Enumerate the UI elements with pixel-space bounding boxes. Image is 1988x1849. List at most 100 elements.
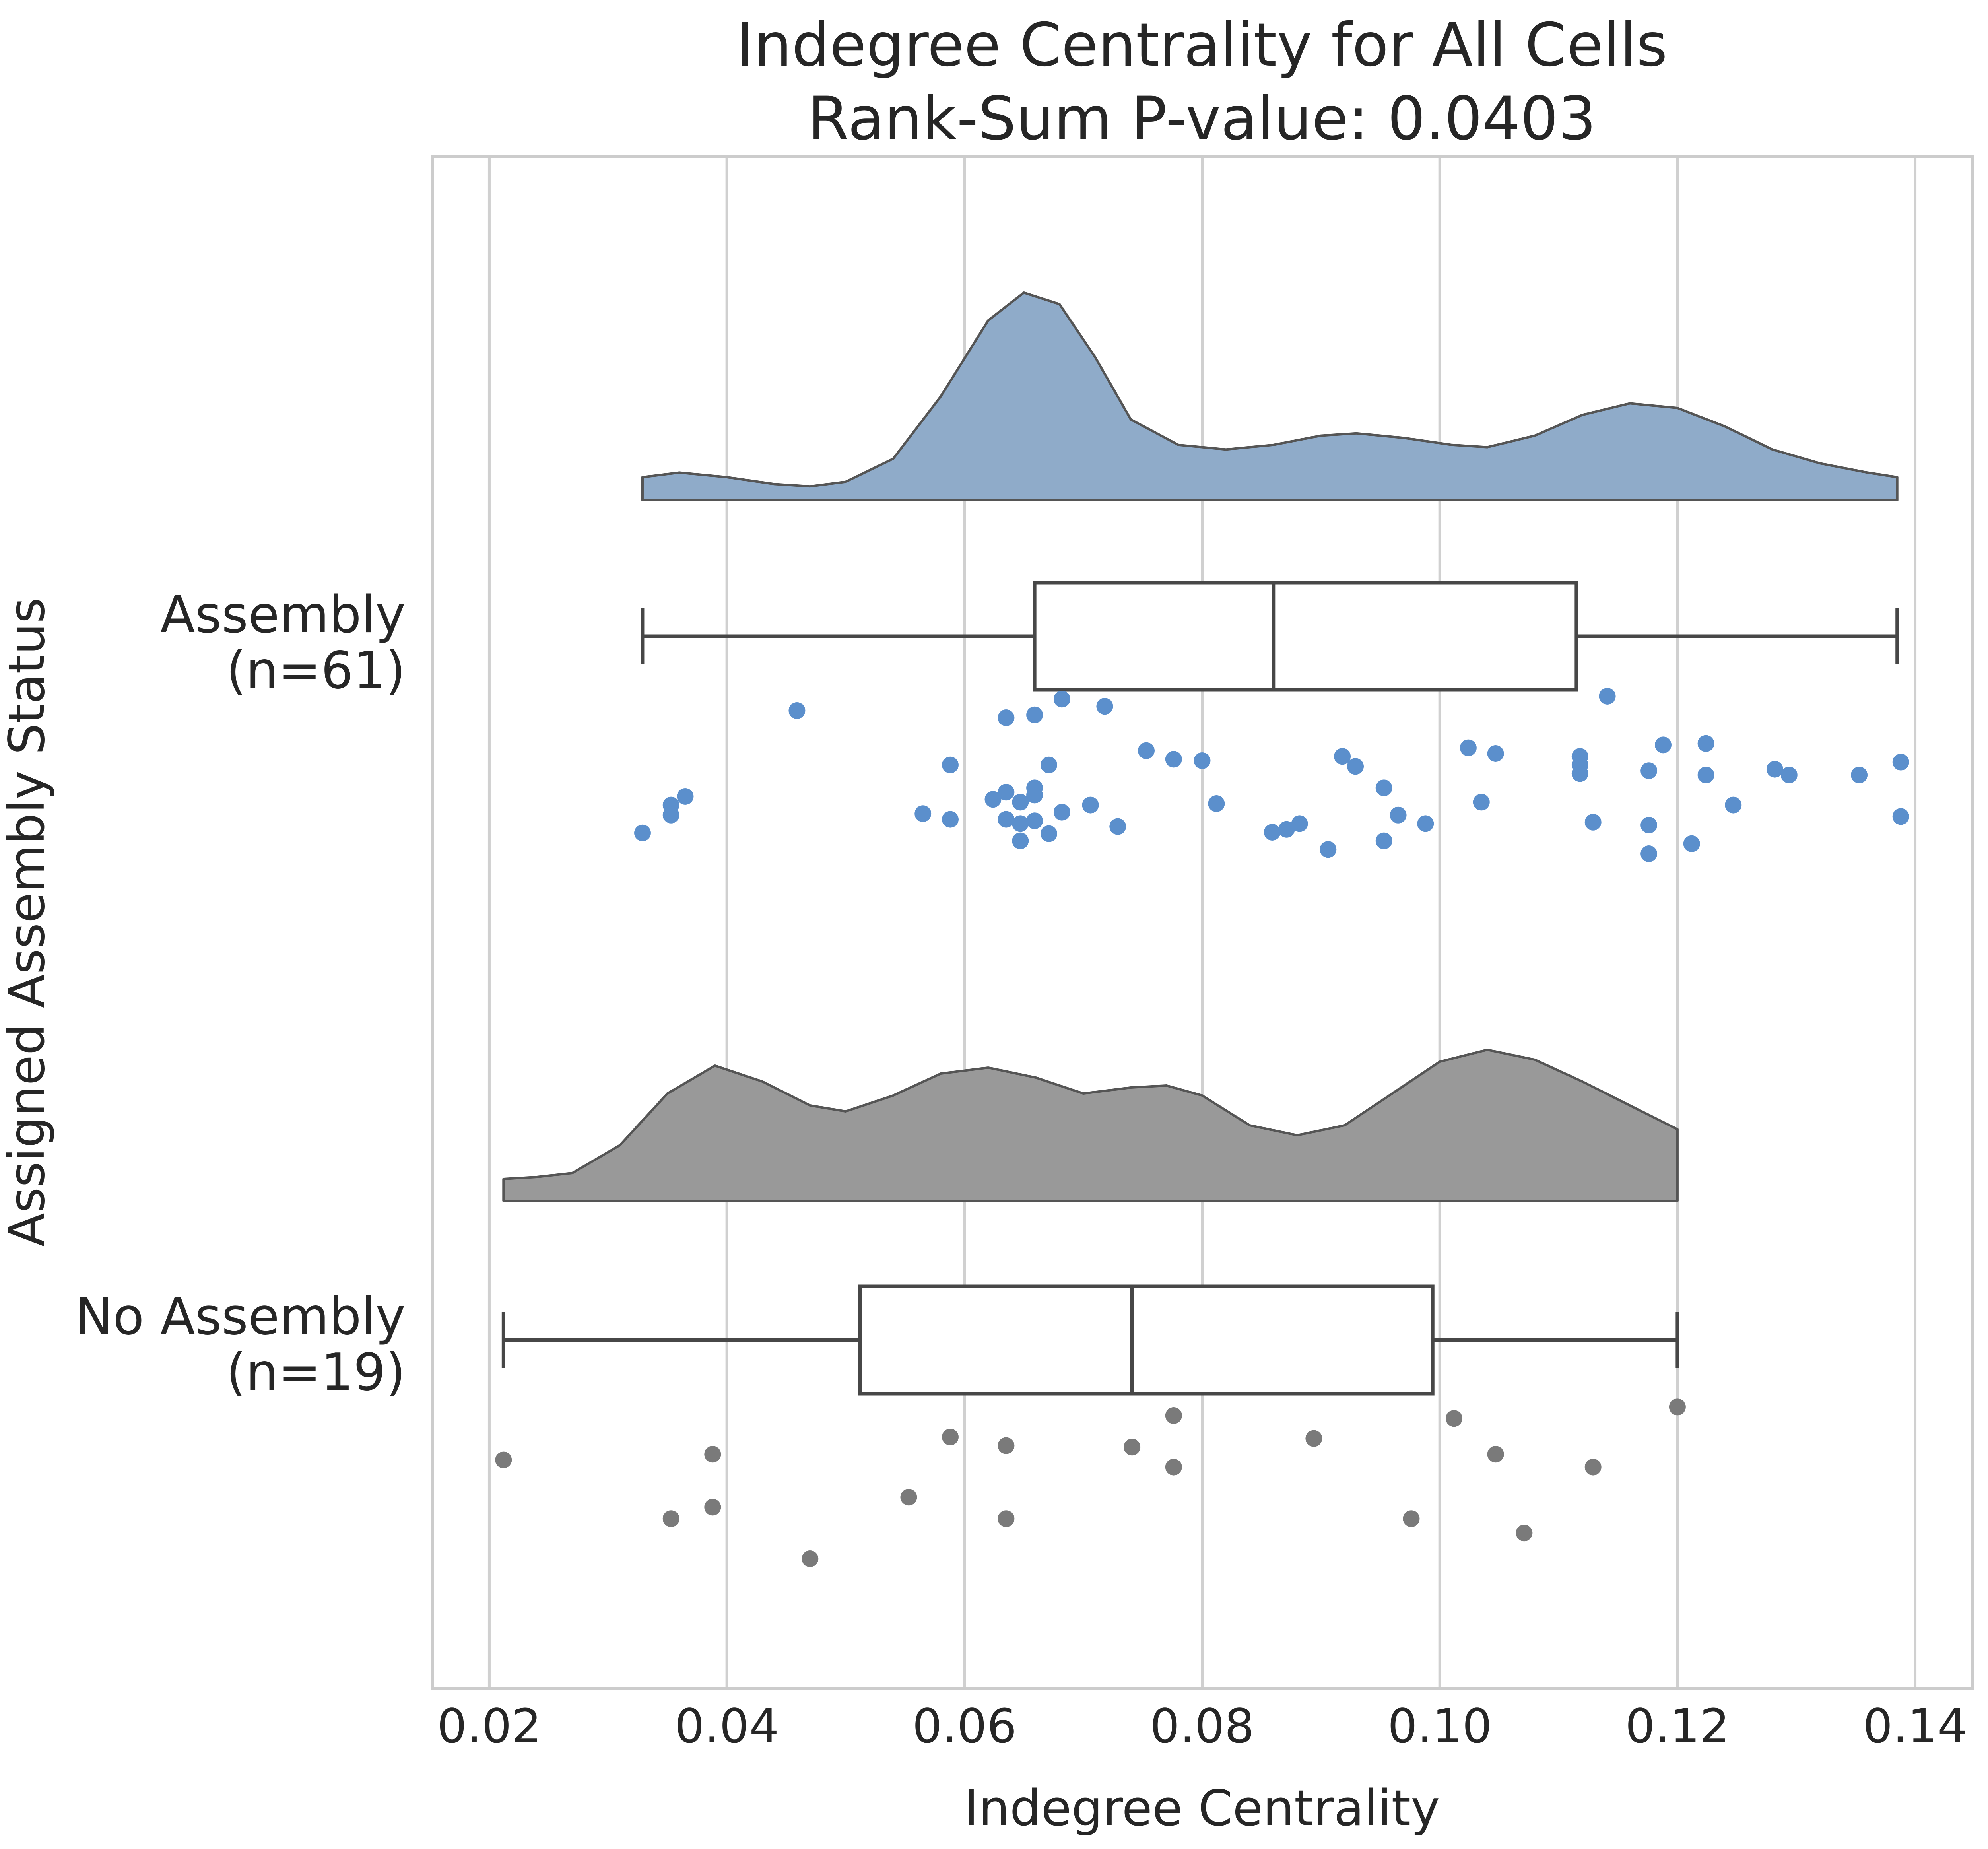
x-tick-label: 0.06 [912,1699,1017,1754]
data-point [998,811,1015,828]
chart-title: Indegree Centrality for All Cells [736,11,1668,80]
data-point [1892,754,1909,771]
data-point [1375,832,1392,849]
data-point [1053,804,1070,821]
category-count-label: (n=19) [226,1343,406,1402]
data-point [1487,745,1504,762]
data-point [1487,1446,1504,1463]
data-point [1109,818,1126,835]
data-point [1165,1459,1182,1476]
category-labels: Assembly(n=61) No Assembly(n=19) [75,585,406,1402]
data-point [1041,825,1057,842]
data-point [662,806,679,824]
data-point [1460,739,1477,756]
data-point [1892,808,1909,825]
x-tick-label: 0.02 [437,1699,542,1754]
data-point [677,788,694,805]
data-point [1026,812,1043,829]
data-point [1697,767,1714,783]
data-point [942,811,959,828]
data-point [1165,1407,1182,1424]
data-point [1571,765,1588,782]
data-point [1725,796,1742,814]
data-point [495,1451,512,1468]
data-point [900,1489,917,1506]
x-tick-label: 0.10 [1388,1699,1492,1754]
data-point [1516,1525,1533,1542]
data-point [1766,761,1783,778]
category-label: Assembly [160,585,406,645]
data-point [1347,758,1364,775]
data-point [1851,767,1868,783]
data-point [1640,817,1658,833]
data-point [942,756,959,773]
data-point [998,784,1015,801]
data-point [1473,794,1490,811]
data-point [1012,794,1029,811]
data-point [1194,752,1211,769]
data-point [1208,795,1225,812]
data-point [1165,751,1182,768]
density-cloud [641,291,1899,501]
data-point [914,805,932,822]
data-point [984,791,1002,808]
data-point [1584,814,1602,831]
data-point [1599,688,1616,705]
data-point [704,1499,721,1516]
data-point [1334,748,1351,765]
x-tick-label: 0.12 [1625,1699,1730,1754]
data-point [1780,767,1798,783]
data-point [1041,756,1057,773]
data-point [1669,1398,1686,1416]
data-point [1053,691,1070,708]
data-point [998,1510,1015,1527]
data-point [1403,1510,1420,1527]
x-tick-labels: 0.02 0.04 0.06 0.08 0.10 0.12 0.14 [437,1699,1967,1754]
data-point [802,1550,819,1567]
data-point [1446,1410,1462,1427]
y-axis-label: Assigned Assembly Status [0,598,56,1247]
category-count-label: (n=61) [226,641,406,700]
data-point [1417,815,1434,832]
data-point [998,709,1015,726]
category-label: No Assembly [75,1287,406,1346]
data-point [1012,832,1029,849]
data-point [1305,1430,1322,1447]
iqr-box [1033,581,1578,692]
data-point [1026,787,1043,804]
density-cloud [502,1049,1679,1202]
data-point [1291,815,1308,832]
x-tick-label: 0.14 [1863,1699,1967,1754]
plot-frame [431,155,1974,1690]
data-point [1697,735,1714,752]
data-point [1655,736,1672,754]
data-point [634,824,651,841]
data-point [788,702,806,719]
data-point [942,1429,959,1445]
data-point [1264,824,1281,841]
data-point [998,1437,1015,1454]
data-point [1096,698,1113,715]
chart-subtitle: Rank-Sum P-value: 0.0403 [808,84,1596,153]
data-point [1320,841,1337,858]
data-point [1584,1459,1602,1476]
x-tick-label: 0.04 [675,1699,779,1754]
data-point [662,1510,679,1527]
data-point [1683,835,1700,852]
grid-lines [487,156,1917,1688]
x-tick-label: 0.08 [1150,1699,1254,1754]
x-axis-label: Indegree Centrality [964,1780,1440,1837]
data-point [1278,821,1295,838]
data-point [1082,796,1099,814]
data-point [1026,706,1043,723]
data-point [704,1446,721,1463]
data-point [1124,1439,1141,1456]
iqr-box [858,1284,1435,1396]
plot-layer [495,291,1909,1567]
data-point [1390,806,1407,824]
data-point [1640,762,1658,779]
data-point [1375,779,1392,796]
data-point [1138,742,1155,759]
